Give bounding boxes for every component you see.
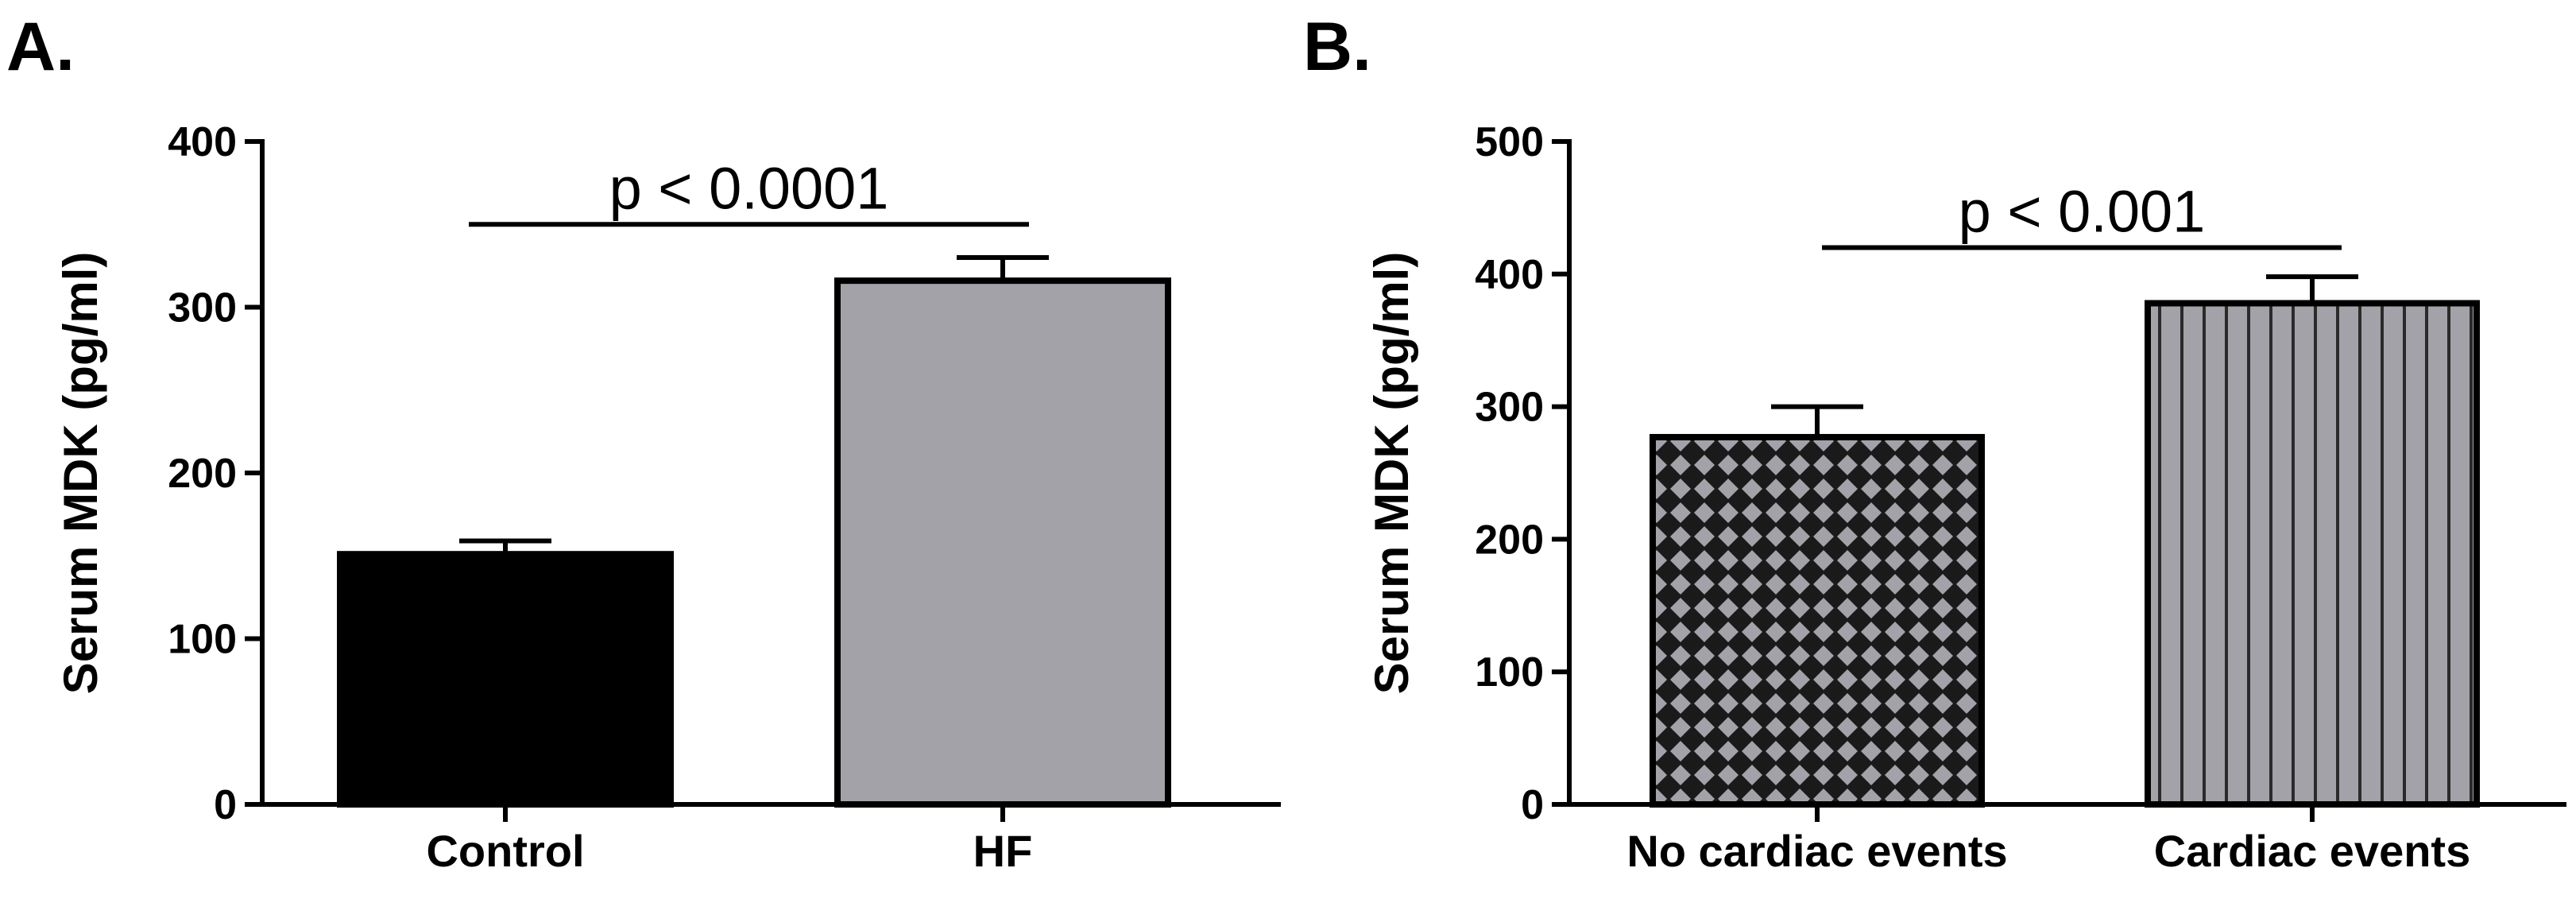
p-value-label: p < 0.0001 [609,155,889,221]
bar-hf [834,277,1171,808]
bar-cardiac-events [2145,300,2480,808]
y-tick-label: 300 [168,285,237,331]
y-tick-label: 400 [1475,252,1544,298]
y-tick-label: 100 [1475,649,1544,696]
y-axis-label: Serum MDK (pg/ml) [1365,252,1418,695]
x-category-label: Control [426,826,584,876]
y-tick-label: 0 [1521,782,1544,828]
panel-label: A. [6,9,75,85]
bar-no-cardiac-events [1650,433,1985,808]
chart-panel-a: A. Serum MDK (pg/ml) 0 100 200 300 400 Control H… [6,9,1281,876]
y-tick-label: 100 [168,617,237,663]
y-tick-label: 0 [214,782,237,828]
y-tick-label: 200 [1475,517,1544,563]
y-tick-label: 400 [168,119,237,165]
x-category-label: HF [973,826,1033,876]
y-tick-label: 500 [1475,119,1544,165]
x-category-label: Cardiac events [2154,826,2470,876]
x-category-label: No cardiac events [1626,826,2007,876]
p-value-label: p < 0.001 [1959,178,2206,244]
panel-label: B. [1303,9,1371,85]
y-tick-label: 300 [1475,385,1544,431]
bar-control [337,551,674,808]
y-axis-label: Serum MDK (pg/ml) [54,252,107,695]
y-tick-label: 200 [168,451,237,497]
chart-panels: A. Serum MDK (pg/ml) 0 100 200 300 400 Control H… [6,9,2566,876]
chart-panel-b: B. Serum MDK (pg/ml) 0 100 200 300 400 500 No ca… [1303,9,2566,876]
